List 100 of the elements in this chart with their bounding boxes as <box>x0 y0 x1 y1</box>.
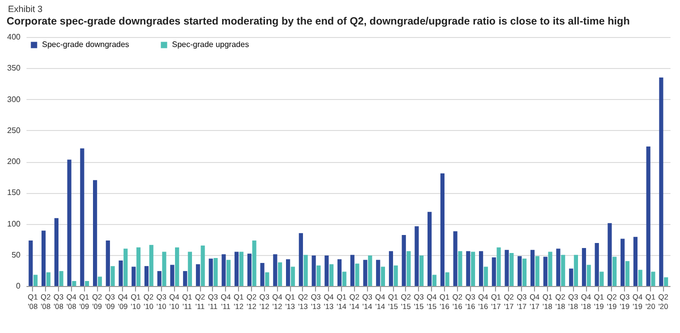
bar <box>144 266 149 286</box>
bar <box>273 254 278 286</box>
bar <box>247 254 252 286</box>
bar <box>453 231 458 286</box>
text: Exhibit 3 <box>8 4 44 14</box>
bar <box>419 255 424 286</box>
bar <box>28 240 33 286</box>
bar <box>535 256 540 286</box>
y-tick-label: 200 <box>7 157 22 166</box>
bar <box>458 251 462 286</box>
bar <box>304 254 308 286</box>
bar <box>543 256 548 286</box>
bar <box>312 255 316 286</box>
bar <box>638 270 642 286</box>
bar <box>342 272 346 286</box>
bar <box>324 255 329 286</box>
bar <box>414 226 419 286</box>
bar <box>518 256 522 286</box>
bar <box>530 250 535 286</box>
bar <box>569 268 574 286</box>
bar <box>600 272 604 286</box>
bar <box>80 148 84 286</box>
bar <box>368 255 372 286</box>
bar <box>42 230 46 286</box>
y-tick-label: 350 <box>7 64 22 73</box>
bar <box>329 264 334 286</box>
bar <box>265 272 270 286</box>
bar <box>376 260 380 286</box>
bar <box>196 264 200 286</box>
y-tick-label: 400 <box>7 32 22 42</box>
bar <box>337 259 342 286</box>
bar <box>118 260 123 286</box>
bar <box>394 265 398 286</box>
legend-label: Spec-grade upgrades <box>172 40 249 49</box>
bar <box>594 243 599 286</box>
bar <box>355 264 360 286</box>
bar <box>350 254 354 286</box>
bar <box>440 173 445 286</box>
bar <box>479 251 484 286</box>
bar <box>612 256 617 286</box>
bar <box>561 254 566 286</box>
bar <box>214 258 218 286</box>
bar <box>548 252 552 286</box>
bar <box>234 252 239 286</box>
y-tick-label: 100 <box>7 219 22 228</box>
bar <box>290 266 295 286</box>
bar <box>470 252 476 286</box>
bar <box>646 146 650 286</box>
bar <box>110 266 115 286</box>
bar <box>170 264 174 286</box>
bar <box>260 262 264 286</box>
bar <box>188 252 192 286</box>
bar <box>252 240 256 286</box>
bar <box>106 240 110 286</box>
y-tick-label: 300 <box>7 94 22 104</box>
bar <box>620 238 625 286</box>
bar <box>380 266 385 286</box>
bar <box>496 247 501 286</box>
bar <box>510 253 514 286</box>
legend-label: Spec-grade downgrades <box>42 40 130 49</box>
bar <box>183 271 188 286</box>
bar <box>574 254 578 286</box>
bar <box>466 251 470 286</box>
bar <box>157 271 162 286</box>
y-tick-label: 250 <box>7 126 22 135</box>
bar <box>149 244 154 286</box>
bar <box>226 260 231 286</box>
bar <box>504 250 509 286</box>
bar <box>84 281 90 286</box>
bar <box>428 212 432 286</box>
y-tick-label: 0 <box>16 282 22 290</box>
bar <box>278 262 282 286</box>
bar <box>556 248 560 286</box>
bar <box>316 265 321 286</box>
bar <box>402 234 406 286</box>
bar <box>388 251 394 286</box>
bar <box>484 266 488 286</box>
bar <box>162 252 166 286</box>
bar <box>586 264 591 286</box>
bar <box>625 261 630 286</box>
bar <box>175 247 180 286</box>
bar <box>659 77 664 286</box>
bar <box>67 160 72 286</box>
bar <box>582 248 586 286</box>
bar <box>208 258 213 286</box>
bar <box>664 277 668 286</box>
bar <box>54 218 58 286</box>
bar <box>200 246 205 286</box>
bar <box>33 274 38 286</box>
bar <box>59 271 64 286</box>
bar <box>124 248 128 286</box>
bar <box>298 233 303 286</box>
chart-title: Corporate spec-grade downgrades started moderating by the end of Q2, downgrade/upgrade ratio is close to its all-time high <box>6 16 630 28</box>
bar <box>445 272 450 286</box>
bar <box>363 260 368 286</box>
bar <box>492 257 496 286</box>
bar <box>406 251 411 286</box>
bar <box>432 274 436 286</box>
bar <box>239 252 244 286</box>
bar <box>651 272 656 286</box>
